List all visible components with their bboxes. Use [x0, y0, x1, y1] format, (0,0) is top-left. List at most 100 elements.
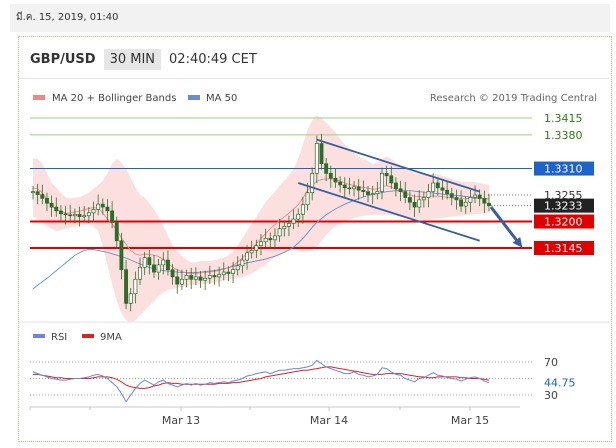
candlesticks: [31, 133, 491, 312]
ma20-legend-swatch: [33, 95, 45, 100]
candle-body: [342, 184, 347, 189]
candle-body: [459, 199, 464, 207]
candle-body: [296, 213, 301, 220]
candle-body: [245, 252, 249, 261]
rsi-line: [32, 359, 490, 403]
x-tick-label: Mar 13: [162, 414, 200, 427]
rsi-legend-swatch: [33, 334, 45, 338]
credit-text: Research © 2019 Trading Central: [430, 93, 597, 104]
candle-body: [96, 203, 101, 210]
candle-body: [100, 203, 105, 208]
candle-body: [366, 191, 370, 195]
level-box-1-3145: [534, 241, 594, 255]
candle-body: [435, 182, 440, 189]
forecast-arrow-head: [512, 237, 523, 248]
candle-body: [212, 275, 217, 278]
candle-body: [77, 213, 82, 218]
candle-body: [82, 215, 87, 218]
interval-badge[interactable]: 30 MIN: [103, 48, 162, 70]
candle-body: [319, 143, 324, 165]
candle-body: [128, 293, 133, 304]
level-label-1-3415: 1.3415: [544, 112, 583, 125]
candle-body: [286, 223, 291, 227]
candle-body: [179, 278, 184, 285]
candle-body: [310, 173, 315, 193]
candle-body: [477, 194, 482, 199]
level-label-1-3145: 1.3145: [544, 242, 583, 255]
ma50-legend-swatch: [188, 95, 200, 100]
candle-body: [328, 173, 333, 179]
candle-body: [440, 187, 445, 191]
candle-body: [198, 276, 203, 281]
bollinger-bands: [33, 115, 489, 323]
candle-body: [72, 213, 77, 217]
candle-body: [338, 181, 343, 186]
level-box-1-3310: [534, 161, 594, 176]
candle-body: [282, 225, 287, 230]
chart-legend: MA 20 + Bollinger Bands MA 50 Research ©…: [33, 93, 597, 104]
candle-body: [31, 191, 35, 194]
candle-body: [277, 228, 282, 237]
candle-body: [473, 194, 477, 198]
level-box-1-3200: [534, 214, 594, 229]
candle-body: [426, 191, 431, 198]
candle-body: [184, 275, 189, 280]
rsi-tick-70: 70: [544, 356, 558, 369]
candle-body: [431, 182, 436, 193]
candle-body: [152, 264, 156, 273]
candle-body: [389, 175, 394, 184]
candle-body: [161, 259, 166, 266]
x-tick-label: Mar 15: [451, 414, 489, 427]
candle-body: [263, 238, 268, 243]
rsi9ma-legend-swatch: [82, 334, 94, 338]
level-label-1-3200: 1.3200: [544, 216, 583, 229]
candle-body: [193, 276, 198, 280]
candle-body: [417, 199, 422, 208]
rsi-legend-label: RSI: [51, 332, 67, 343]
candle-body: [240, 259, 245, 267]
candle-body: [254, 245, 259, 251]
candle-body: [156, 264, 161, 273]
channel-lower-line: [297, 182, 480, 242]
rsi-last-value: 44.75: [544, 377, 576, 390]
candle-body: [393, 182, 398, 190]
candle-body: [114, 222, 119, 242]
candle-body: [482, 198, 487, 204]
ma50-legend-label: MA 50: [206, 93, 237, 104]
candle-body: [175, 276, 180, 285]
candle-body: [231, 269, 236, 274]
channel-upper-line: [316, 138, 480, 193]
candle-body: [63, 213, 68, 216]
ma50-line: [32, 190, 490, 290]
candle-body: [124, 269, 129, 304]
candle-body: [217, 274, 222, 278]
header-divider: [19, 78, 609, 79]
candle-body: [259, 241, 263, 246]
candle-body: [221, 271, 226, 275]
candle-body: [324, 163, 329, 174]
candle-body: [147, 257, 152, 266]
candle-body: [119, 240, 124, 271]
candle-body: [40, 194, 45, 199]
candle-body: [203, 277, 208, 281]
candle-body: [58, 210, 63, 215]
timestamp-bar: มี.ค. 15, 2019, 01:40: [10, 4, 610, 32]
candle-body: [170, 269, 175, 278]
candle-body: [54, 206, 59, 212]
candle-body: [249, 250, 254, 254]
candle-body: [35, 191, 40, 195]
rsi-9ma-line: [33, 366, 490, 389]
candle-body: [449, 193, 454, 198]
candle-body: [235, 265, 240, 271]
x-tick-label: Mar 14: [310, 414, 348, 427]
rsi-legend: RSI 9MA: [33, 332, 122, 343]
candle-body: [300, 204, 305, 215]
candle-body: [291, 218, 296, 224]
level-label-1-3310: 1.3310: [544, 163, 583, 176]
chart-header: GBP/USD 30 MIN 02:40:49 CET: [19, 42, 609, 76]
candle-body: [463, 201, 468, 207]
candle-body: [189, 275, 194, 280]
candle-body: [421, 197, 426, 201]
